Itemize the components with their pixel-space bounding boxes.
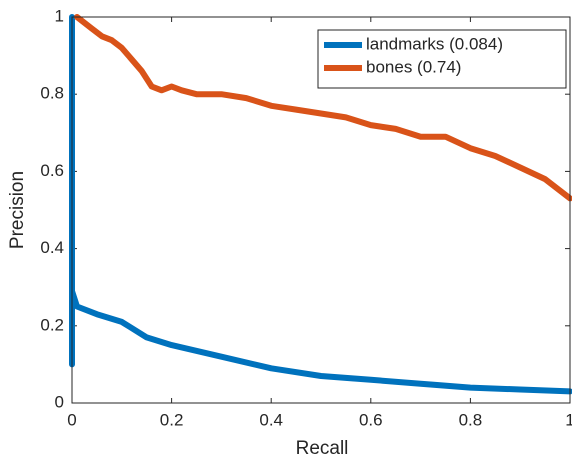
line-series [69, 14, 572, 395]
y-axis-label: Precision [7, 171, 28, 249]
y-tick-label: 0.2 [40, 315, 64, 334]
y-tick-label: 0.8 [40, 84, 64, 103]
x-axis-label: Recall [296, 438, 349, 459]
y-tick-label: 0.6 [40, 161, 64, 180]
x-tick-label: 0 [67, 410, 76, 429]
legend-label: landmarks (0.084) [366, 34, 503, 53]
legend-label: bones (0.74) [366, 57, 461, 76]
y-tick-label: 1 [55, 6, 64, 25]
y-tick-label: 0 [55, 392, 64, 411]
legend-box [317, 29, 567, 89]
x-tick-label: 0.2 [160, 410, 184, 429]
line-series [74, 14, 572, 202]
x-tick-label: 0.4 [259, 410, 283, 429]
x-tick-label: 0.6 [359, 410, 383, 429]
x-tick-label: 1 [565, 410, 572, 429]
x-tick-label: 0.8 [459, 410, 483, 429]
axes-box [71, 16, 571, 404]
y-tick-label: 0.4 [40, 238, 64, 257]
